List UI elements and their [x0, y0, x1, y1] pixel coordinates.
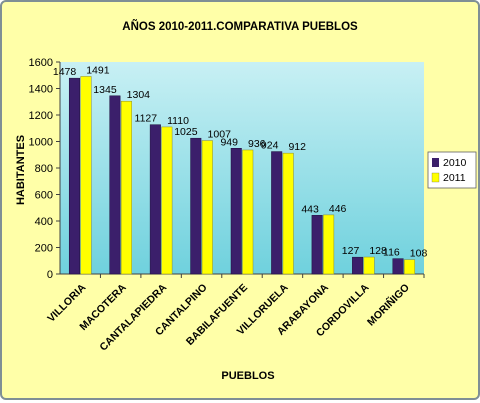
bar-2011-babilafuente: [242, 149, 254, 275]
y-tick-label: 400: [35, 216, 53, 228]
bar-2010-babilafuente: [230, 148, 242, 275]
y-tick-label: 1400: [29, 84, 53, 96]
data-label-2010: 924: [261, 140, 279, 152]
data-label-2011: 1304: [127, 89, 151, 101]
bar-2010-villoria: [68, 77, 80, 275]
data-label-2011: 108: [410, 248, 428, 260]
bar-2011-villoria: [80, 76, 92, 275]
bar-2010-cantalpino: [190, 137, 202, 275]
data-label-2010: 443: [301, 203, 319, 215]
data-label-2011: 1110: [167, 115, 189, 127]
legend: 2010 2011: [427, 151, 477, 189]
y-tick-label: 200: [35, 243, 53, 255]
data-label-2010: 116: [383, 247, 400, 259]
data-label-2011: 1007: [208, 129, 232, 141]
data-label-2011: 1491: [86, 64, 110, 76]
y-tick-label: 1600: [29, 57, 53, 69]
x-tick-label: MORIÑIGO: [364, 281, 412, 329]
bar-2011-villoruela: [282, 152, 294, 275]
y-tick-label: 800: [35, 163, 53, 175]
bar-2010-moriñigo: [392, 258, 404, 275]
y-tick-label: 1200: [29, 110, 53, 122]
data-label-2011: 936: [248, 138, 266, 150]
bar-2011-cordovilla: [363, 256, 375, 275]
x-axis-label: PUEBLOS: [221, 370, 274, 382]
legend-label-2011: 2011: [443, 172, 466, 184]
data-label-2010: 1127: [135, 113, 158, 125]
x-tick-label: VILLORIA: [45, 281, 88, 324]
legend-swatch-2010: [432, 158, 439, 167]
legend-swatch-2011: [431, 172, 440, 183]
plot-area: [60, 62, 424, 274]
data-label-2011: 128: [369, 245, 387, 257]
data-label-2010: 949: [220, 136, 238, 148]
bar-2010-villoruela: [271, 151, 283, 275]
y-axis-label: HABITANTES: [15, 135, 27, 205]
bar-2011-cantalapiedra: [161, 126, 173, 275]
data-label-2010: 1025: [174, 126, 198, 138]
data-label-2011: 446: [329, 203, 347, 215]
y-tick-label: 600: [35, 190, 53, 202]
data-label-2010: 1345: [93, 84, 117, 96]
chart-title: AÑOS 2010-2011.COMPARATIVA PUEBLOS: [122, 20, 358, 33]
bar-2011-arabayona: [323, 214, 335, 275]
bar-2010-cantalapiedra: [149, 124, 161, 275]
bar-2011-moriñigo: [404, 259, 416, 275]
bar-2011-macotera: [120, 100, 132, 275]
data-label-2010: 127: [342, 245, 360, 257]
x-tick-label: CANTALAPIEDRA: [97, 281, 169, 353]
bar-2010-arabayona: [311, 215, 323, 275]
legend-label-2010: 2010: [443, 157, 467, 169]
bar-2011-cantalpino: [201, 140, 213, 275]
bar-chart: AÑOS 2010-2011.COMPARATIVA PUEBLOS 0 200 4…: [15, 20, 477, 382]
bar-2010-macotera: [109, 95, 121, 275]
data-label-2011: 912: [288, 141, 306, 153]
data-label-2010: 1478: [53, 66, 77, 78]
y-tick-label: 0: [47, 269, 53, 281]
y-tick-label: 1000: [29, 137, 53, 149]
bar-2010-cordovilla: [352, 256, 364, 275]
